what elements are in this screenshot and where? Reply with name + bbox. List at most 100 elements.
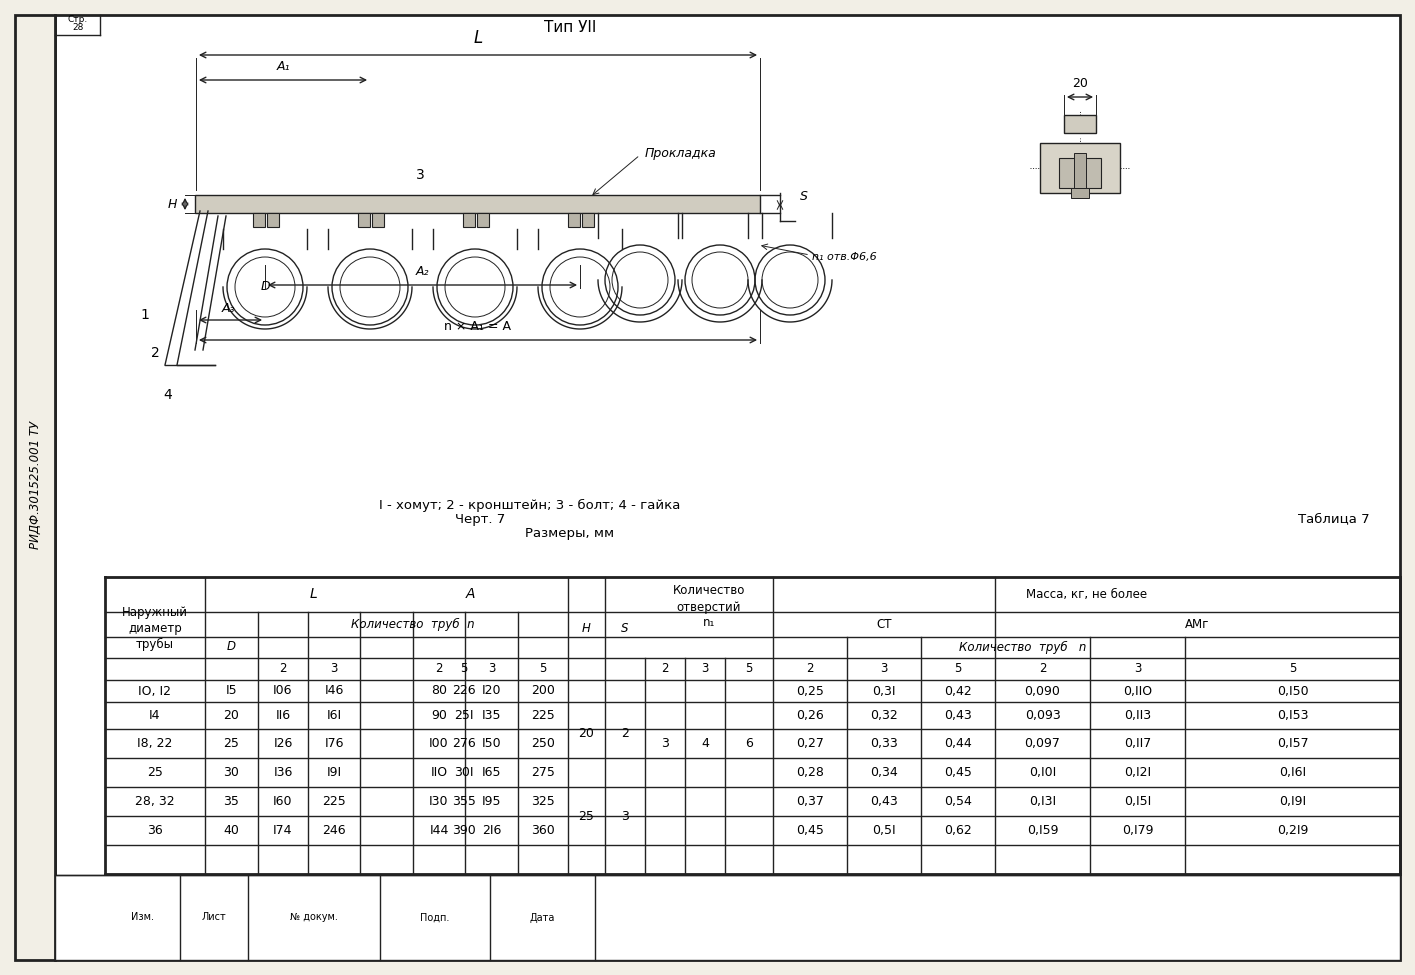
Text: 30: 30	[224, 766, 239, 779]
Text: 28, 32: 28, 32	[136, 795, 175, 808]
Bar	[1040, 143, 1121, 193]
Text: АМг: АМг	[1186, 618, 1210, 631]
Text: 40: 40	[224, 824, 239, 837]
Text: 0,I5I: 0,I5I	[1124, 795, 1152, 808]
Text: 1: 1	[140, 308, 150, 322]
Text: 0,I57: 0,I57	[1276, 737, 1309, 750]
Bar	[582, 213, 594, 227]
Text: 0,62: 0,62	[944, 824, 972, 837]
Text: L: L	[474, 29, 483, 47]
Text: 246: 246	[323, 824, 345, 837]
Text: 25: 25	[224, 737, 239, 750]
Text: 0,25: 0,25	[797, 684, 824, 697]
Text: 3: 3	[661, 737, 669, 750]
Text: S: S	[799, 190, 808, 204]
Text: 2: 2	[279, 662, 287, 676]
Text: 28: 28	[72, 23, 83, 32]
Text: 0,44: 0,44	[944, 737, 972, 750]
Text: СТ: СТ	[876, 618, 891, 631]
Text: 3: 3	[330, 662, 338, 676]
Text: II6: II6	[276, 709, 290, 722]
Text: Количество  труб   n: Количество труб n	[959, 641, 1087, 654]
Text: 0,I53: 0,I53	[1276, 709, 1309, 722]
Text: I - хомут; 2 - кронштейн; 3 - болт; 4 - гайка: I - хомут; 2 - кронштейн; 3 - болт; 4 - …	[379, 498, 681, 512]
Text: РИДФ.301525.001 ТУ: РИДФ.301525.001 ТУ	[28, 421, 41, 549]
Text: 0,I2I: 0,I2I	[1124, 766, 1150, 779]
Text: I26: I26	[273, 737, 293, 750]
Text: I74: I74	[273, 824, 293, 837]
Text: 0,IIO: 0,IIO	[1124, 684, 1152, 697]
Text: 25: 25	[147, 766, 163, 779]
Text: 20: 20	[224, 709, 239, 722]
Text: 390: 390	[453, 824, 475, 837]
Text: I65: I65	[481, 766, 501, 779]
Text: 90: 90	[432, 709, 447, 722]
Text: IO, I2: IO, I2	[139, 684, 171, 697]
Text: 276: 276	[453, 737, 475, 750]
Text: Подп.: Подп.	[420, 913, 450, 922]
Text: № докум.: № докум.	[290, 913, 338, 922]
Text: Черт. 7: Черт. 7	[454, 513, 505, 526]
Text: 2: 2	[807, 662, 814, 676]
Bar	[55, 875, 1399, 960]
Text: 0,I9I: 0,I9I	[1279, 795, 1306, 808]
Text: 3: 3	[416, 168, 424, 182]
Text: 5: 5	[460, 662, 468, 676]
Bar	[567, 213, 580, 227]
Text: Количество  труб  n: Количество труб n	[351, 618, 475, 631]
Text: 0,I6I: 0,I6I	[1279, 766, 1306, 779]
Text: 0,42: 0,42	[944, 684, 972, 697]
Text: I76: I76	[324, 737, 344, 750]
Text: 0,I50: 0,I50	[1276, 684, 1309, 697]
Text: IIO: IIO	[430, 766, 447, 779]
Text: 0,27: 0,27	[797, 737, 824, 750]
Text: L: L	[310, 588, 318, 602]
Text: 0,I59: 0,I59	[1027, 824, 1058, 837]
Bar	[1071, 188, 1090, 198]
Text: 5: 5	[1289, 662, 1296, 676]
Text: Изм.: Изм.	[132, 913, 154, 922]
Text: 3: 3	[702, 662, 709, 676]
Bar	[372, 213, 383, 227]
Text: I95: I95	[481, 795, 501, 808]
Text: 0,28: 0,28	[797, 766, 824, 779]
Text: I9I: I9I	[327, 766, 341, 779]
Text: 0,33: 0,33	[870, 737, 899, 750]
Text: 3: 3	[1133, 662, 1140, 676]
Text: 4: 4	[700, 737, 709, 750]
Text: A₃: A₃	[221, 302, 235, 315]
Text: I35: I35	[481, 709, 501, 722]
Text: I5: I5	[225, 684, 238, 697]
Text: I4: I4	[149, 709, 161, 722]
Text: 2: 2	[150, 346, 160, 360]
Bar	[463, 213, 475, 227]
Text: 3: 3	[621, 809, 628, 823]
Text: 0,45: 0,45	[797, 824, 824, 837]
Text: 6: 6	[746, 737, 753, 750]
Text: 0,093: 0,093	[1024, 709, 1060, 722]
Text: 0,I3I: 0,I3I	[1029, 795, 1056, 808]
Text: I50: I50	[481, 737, 501, 750]
Text: 0,43: 0,43	[870, 795, 899, 808]
Text: 355: 355	[451, 795, 475, 808]
Text: I46: I46	[324, 684, 344, 697]
Text: 0,43: 0,43	[944, 709, 972, 722]
Text: 2I6: 2I6	[483, 824, 501, 837]
Bar	[253, 213, 265, 227]
Text: 250: 250	[531, 737, 555, 750]
Text: Таблица 7: Таблица 7	[1299, 513, 1370, 526]
Text: A₁: A₁	[276, 60, 290, 73]
Text: 200: 200	[531, 684, 555, 697]
Text: S: S	[621, 622, 628, 635]
Text: 0,26: 0,26	[797, 709, 824, 722]
Text: 0,37: 0,37	[797, 795, 824, 808]
Text: I20: I20	[481, 684, 501, 697]
Text: 226: 226	[453, 684, 475, 697]
Bar	[1058, 158, 1101, 188]
Text: 25I: 25I	[454, 709, 474, 722]
Text: Масса, кг, не более: Масса, кг, не более	[1026, 588, 1148, 601]
Text: Дата: Дата	[529, 913, 555, 922]
Text: 20: 20	[579, 727, 594, 740]
Text: 0,I0I: 0,I0I	[1029, 766, 1056, 779]
Text: I00: I00	[429, 737, 449, 750]
